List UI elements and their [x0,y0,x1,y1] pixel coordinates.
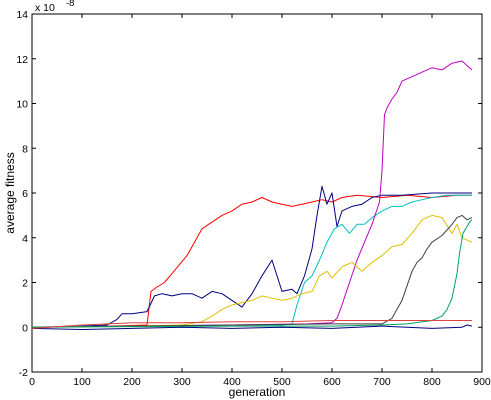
series-line-8 [31,324,473,330]
y-tick-label: 4 [22,233,28,245]
y-tick-label: 10 [16,99,28,111]
x-axis-ticks: 0 100 200 300 400 500 600 700 800 900 [29,14,491,388]
series-line-6 [31,214,473,328]
series-line-2 [31,185,472,328]
series-line-1 [31,194,472,328]
y-tick-label: 14 [16,9,28,21]
x-axis-label: generation [229,385,286,399]
y-axis-label: average fitness [3,152,17,233]
y-tick-label: 6 [22,188,28,200]
y-exponent-label: x 10 [35,2,55,14]
x-tick-label: 900 [473,376,491,388]
x-tick-label: 0 [29,376,35,388]
y-tick-label: -2 [19,367,28,379]
series-line-4 [31,60,473,328]
series-line-5 [31,214,473,328]
x-tick-label: 400 [223,376,241,388]
y-tick-label: 2 [22,278,28,290]
x-tick-label: 700 [373,376,391,388]
x-tick-label: 600 [323,376,341,388]
series-layer [31,60,473,330]
y-tick-label: 8 [22,143,28,155]
x-tick-label: 500 [273,376,291,388]
series-line-9 [31,320,472,329]
series-line-7 [31,219,473,328]
x-tick-label: 800 [423,376,441,388]
x-tick-label: 100 [73,376,91,388]
x-tick-label: 300 [173,376,191,388]
y-exponent-power: -8 [66,0,74,9]
y-tick-label: 12 [16,54,28,66]
x-tick-label: 200 [123,376,141,388]
y-axis-ticks: -2 0 2 4 6 8 10 12 14 [16,9,482,379]
y-tick-label: 0 [22,322,28,334]
plot-area [31,13,483,373]
